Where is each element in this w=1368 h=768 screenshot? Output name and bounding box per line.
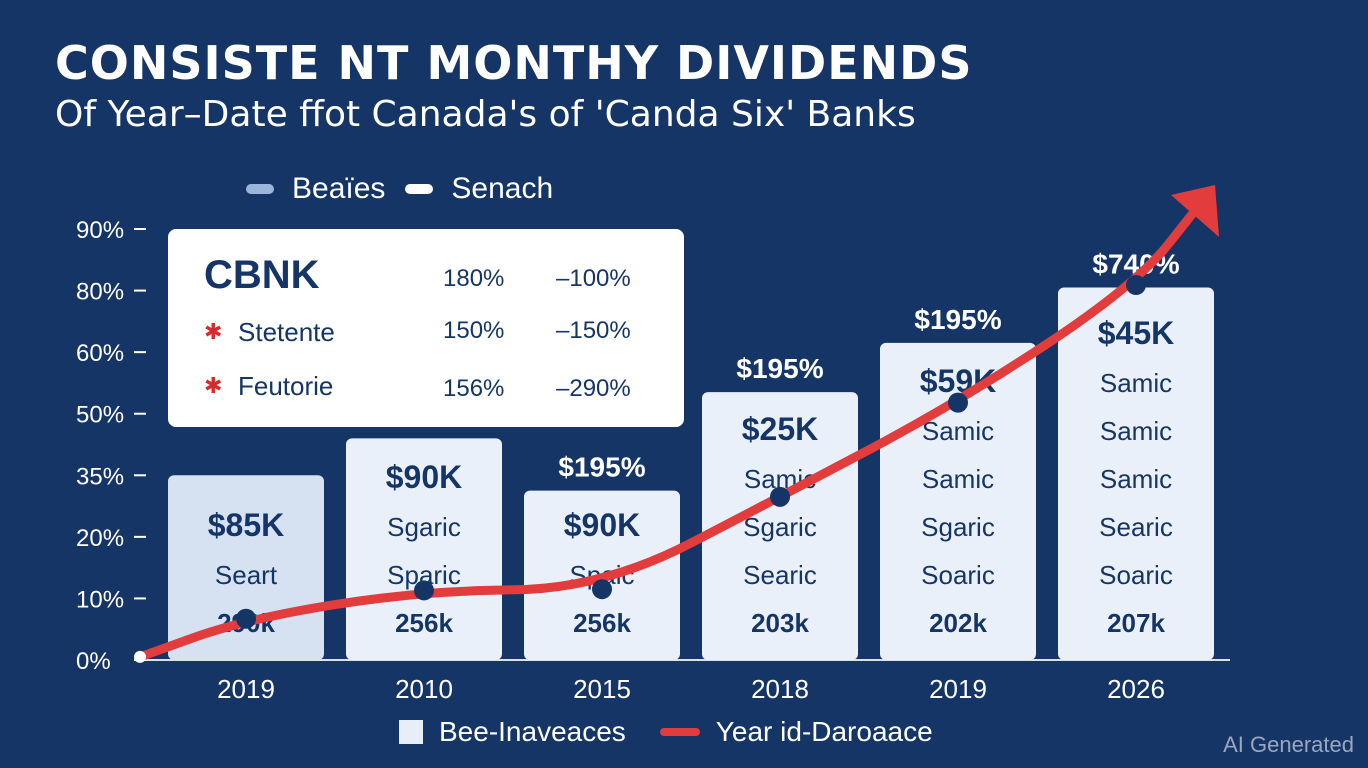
y-tick-label: 90% — [76, 217, 124, 244]
bar — [1058, 287, 1214, 660]
bar — [346, 438, 502, 660]
dot-swatch-icon — [405, 184, 434, 194]
bar-inner-label: $90K — [386, 459, 463, 495]
bar-inner-label: Samic — [1100, 464, 1172, 494]
chart-subtitle: Of Year–Date ffot Canada's of 'Canda Six… — [55, 94, 916, 135]
maple-leaf-icon: ✱ — [204, 319, 223, 344]
x-axis: 2019 2010 2015 2018 2019 2026 — [217, 674, 1165, 704]
info-row: ✱ Feutorie 156% –290% — [168, 371, 684, 421]
y-tick-label: 80% — [76, 279, 124, 306]
x-tick-label: 2018 — [751, 674, 809, 704]
red-line-swatch-icon — [659, 728, 700, 736]
info-row-value2: –150% — [556, 317, 631, 344]
info-row-value1: 156% — [443, 375, 505, 402]
bar-inner-label: 256k — [573, 608, 631, 638]
bar-inner-label: Samic — [1100, 368, 1172, 398]
bar-inner-label: $90K — [564, 507, 641, 543]
y-tick-label: 10% — [76, 586, 124, 613]
legend-item-beaies: Beaïes — [246, 172, 385, 206]
bar-inner-label: Samic — [922, 464, 994, 494]
info-row: CBNK 180% –100% — [168, 253, 684, 303]
bar-inner-label: 202k — [929, 608, 987, 638]
bar-value-label: $195% — [558, 452, 645, 483]
bar-inner-label: Samic — [1100, 416, 1172, 446]
trend-line — [134, 184, 1219, 663]
info-row-value1: 150% — [443, 317, 505, 344]
info-row: ✱ Stetente 150% –150% — [168, 317, 684, 367]
bar-inner-label: Sgaric — [921, 512, 995, 542]
info-row-name: Feutorie — [238, 371, 334, 401]
trend-line-path — [135, 198, 1206, 662]
bar-inner-label: Soaric — [1099, 560, 1173, 590]
line-start-point — [134, 650, 146, 663]
line-point — [948, 392, 968, 413]
maple-leaf-icon: ✱ — [204, 373, 223, 398]
bar-inner-label: $85K — [208, 507, 285, 543]
legend-label: Bee-Inaveaces — [439, 716, 626, 747]
line-point — [414, 580, 434, 601]
x-tick-label: 2019 — [217, 674, 275, 704]
x-tick-label: 2015 — [573, 674, 631, 704]
bar-inner-label: Sgaric — [387, 512, 461, 542]
bar-inner-label: 207k — [1107, 608, 1165, 638]
line-point — [236, 608, 256, 629]
info-row-value1: 180% — [443, 265, 505, 292]
bar-inner-label: $25K — [742, 411, 819, 447]
legend-item-senach: Senach — [405, 172, 553, 206]
bar-inner-label: 256k — [395, 608, 453, 638]
square-swatch-icon — [399, 720, 423, 744]
legend-label: Beaïes — [292, 172, 386, 205]
bar-inner-label: Seart — [215, 560, 278, 590]
y-tick-label: 35% — [76, 463, 124, 490]
x-tick-label: 2010 — [395, 674, 453, 704]
bar-inner-label: Soaric — [921, 560, 995, 590]
bar-inner-label: 203k — [751, 608, 809, 638]
info-card: CBNK 180% –100% ✱ Stetente 150% –150% ✱ … — [168, 229, 684, 427]
bar-inner-label: $45K — [1098, 315, 1175, 351]
y-tick-label: 20% — [76, 525, 124, 552]
info-row-name: CBNK — [204, 253, 320, 297]
x-tick-label: 2019 — [929, 674, 987, 704]
y-tick-label: 60% — [76, 340, 124, 367]
x-tick-label: 2026 — [1107, 674, 1165, 704]
y-axis: 0% 10% 20% 35% 50% 60% 80% 90% — [76, 217, 1230, 675]
line-point — [1126, 275, 1146, 296]
bar-inner-label: Sgaric — [743, 512, 817, 542]
chart-title: CONSISTE NT MONTHY DIVIDENDS — [55, 36, 973, 90]
legend-item-bars: Bee-Inaveaces — [399, 716, 626, 748]
top-legend: Beaïes Senach — [246, 172, 553, 206]
line-point — [592, 579, 612, 600]
bar-value-label: $195% — [736, 353, 823, 384]
legend-label: Senach — [451, 172, 554, 205]
bar-swatch-icon — [246, 184, 274, 194]
watermark: AI Generated — [1223, 732, 1354, 757]
bar-value-label: $195% — [914, 304, 1001, 335]
info-row-value2: –100% — [556, 265, 631, 292]
bar — [702, 392, 858, 660]
bar-inner-label: Searic — [743, 560, 817, 590]
arrowhead-icon — [1171, 184, 1219, 237]
info-row-name: Stetente — [238, 317, 335, 347]
bar-inner-label: Searic — [1099, 512, 1173, 542]
bottom-legend: Bee-Inaveaces Year id-Daroaace — [399, 716, 933, 748]
y-tick-label: 0% — [76, 648, 111, 675]
line-point — [770, 486, 790, 507]
bar-inner-label: Samic — [922, 416, 994, 446]
y-tick-label: 50% — [76, 402, 124, 429]
legend-item-line: Year id-Daroaace — [659, 716, 933, 748]
info-row-value2: –290% — [556, 375, 631, 402]
legend-label: Year id-Daroaace — [715, 716, 933, 747]
